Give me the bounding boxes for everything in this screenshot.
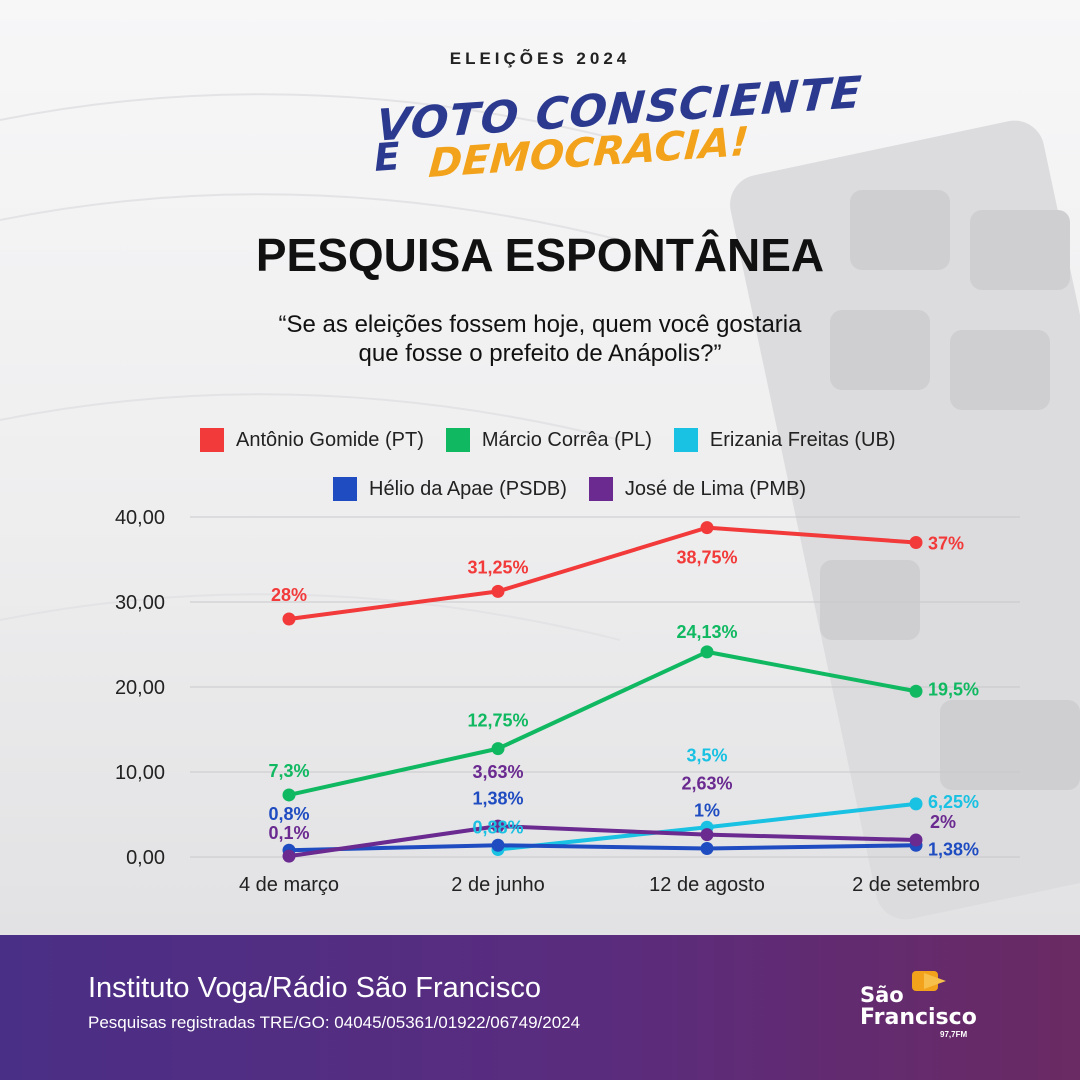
data-point xyxy=(909,797,923,811)
footer-title: Instituto Voga/Rádio São Francisco xyxy=(88,972,541,1004)
data-label: 1,38% xyxy=(928,839,979,859)
data-label: 37% xyxy=(928,534,964,554)
series-line xyxy=(288,824,917,859)
data-label: 3,63% xyxy=(472,762,523,782)
data-point xyxy=(700,521,714,535)
series-line xyxy=(288,525,917,621)
data-point xyxy=(700,828,714,842)
legend-item: Antônio Gomide (PT) xyxy=(200,428,424,452)
footer-registration: Pesquisas registradas TRE/GO: 04045/0536… xyxy=(88,1013,581,1032)
legend-row-2: Hélio da Apae (PSDB) José de Lima (PMB) xyxy=(333,477,806,501)
data-point xyxy=(491,584,505,598)
legend-item: Erizania Freitas (UB) xyxy=(673,428,896,452)
data-label: 24,13% xyxy=(676,622,737,642)
legend-label: Hélio da Apae (PSDB) xyxy=(369,477,567,500)
x-tick-label: 2 de setembro xyxy=(852,874,980,896)
legend-label: Antônio Gomide (PT) xyxy=(236,428,424,451)
question-line2: que fosse o prefeito de Anápolis?” xyxy=(358,340,722,367)
series-line xyxy=(288,649,917,797)
data-point xyxy=(700,645,714,659)
data-label: 6,25% xyxy=(928,792,979,812)
y-tick-label: 30,00 xyxy=(115,592,165,614)
data-label: 1% xyxy=(694,801,720,821)
radio-logo: São Francisco 97,7FM xyxy=(860,967,990,1057)
legend-row-1: Antônio Gomide (PT) Márcio Corrêa (PL) E… xyxy=(200,428,896,452)
data-label: 12,75% xyxy=(467,711,528,731)
question-line1: “Se as eleições fossem hoje, quem você g… xyxy=(278,311,802,338)
line-chart: 0,00 10,00 20,00 30,00 40,00 4 de março 2 de j… xyxy=(115,507,1020,896)
data-point xyxy=(491,838,505,852)
series-line xyxy=(288,843,917,853)
data-point xyxy=(282,788,296,802)
data-label: 19,5% xyxy=(928,679,979,699)
legend-label: Márcio Corrêa (PL) xyxy=(481,428,652,451)
data-label: 0,8% xyxy=(268,804,309,824)
logo-frequency: 97,7FM xyxy=(940,1030,968,1039)
data-label: 2,63% xyxy=(681,774,732,794)
legend-swatch xyxy=(673,428,698,452)
data-label: 0,88% xyxy=(472,818,523,838)
legend-item: José de Lima (PMB) xyxy=(588,477,807,501)
data-point xyxy=(491,819,505,833)
data-label: 28% xyxy=(271,585,307,605)
legend-swatch xyxy=(333,477,357,501)
x-tick-label: 12 de agosto xyxy=(649,874,765,896)
data-label: 7,3% xyxy=(268,761,309,781)
campaign-logo: VOTO CONSCIENTE É DEMOCRACIA! xyxy=(340,67,863,190)
data-point xyxy=(282,612,296,626)
logo-line1: São xyxy=(860,983,904,1007)
eyebrow: ELEIÇÕES 2024 xyxy=(449,49,631,68)
data-point xyxy=(909,833,923,847)
footer: Instituto Voga/Rádio São Francisco Pesqu… xyxy=(0,935,1080,1080)
y-tick-label: 20,00 xyxy=(115,677,165,699)
data-label: 0,1% xyxy=(268,823,309,843)
legend-item: Márcio Corrêa (PL) xyxy=(445,428,652,452)
data-point xyxy=(909,536,923,549)
x-tick-label: 2 de junho xyxy=(451,874,544,896)
legend-swatch xyxy=(200,428,224,452)
data-label: 31,25% xyxy=(467,557,528,577)
data-point xyxy=(909,684,923,698)
legend-label: José de Lima (PMB) xyxy=(624,477,807,500)
data-label: 3,5% xyxy=(686,745,727,765)
background xyxy=(0,0,1080,935)
data-point xyxy=(491,742,505,756)
question: “Se as eleições fossem hoje, quem você g… xyxy=(190,310,890,368)
data-label: 38,75% xyxy=(676,548,737,568)
slogan-e: É xyxy=(372,134,402,180)
logo-line2: Francisco xyxy=(860,1005,977,1030)
legend-swatch xyxy=(445,428,470,452)
data-label: 2% xyxy=(930,812,956,832)
y-tick-label: 40,00 xyxy=(115,507,165,529)
legend-swatch xyxy=(588,477,613,501)
legend-item: Hélio da Apae (PSDB) xyxy=(333,477,567,501)
y-tick-label: 0,00 xyxy=(126,847,165,869)
data-point xyxy=(700,842,714,855)
x-tick-label: 4 de março xyxy=(239,874,339,896)
play-icon xyxy=(912,971,946,991)
data-label: 1,38% xyxy=(472,788,523,808)
y-tick-label: 10,00 xyxy=(115,762,165,784)
page-title: PESQUISA ESPONTÂNEA xyxy=(255,229,825,281)
background-keypad-illustration xyxy=(0,93,1080,920)
legend-label: Erizania Freitas (UB) xyxy=(709,428,896,451)
data-point xyxy=(282,849,296,863)
